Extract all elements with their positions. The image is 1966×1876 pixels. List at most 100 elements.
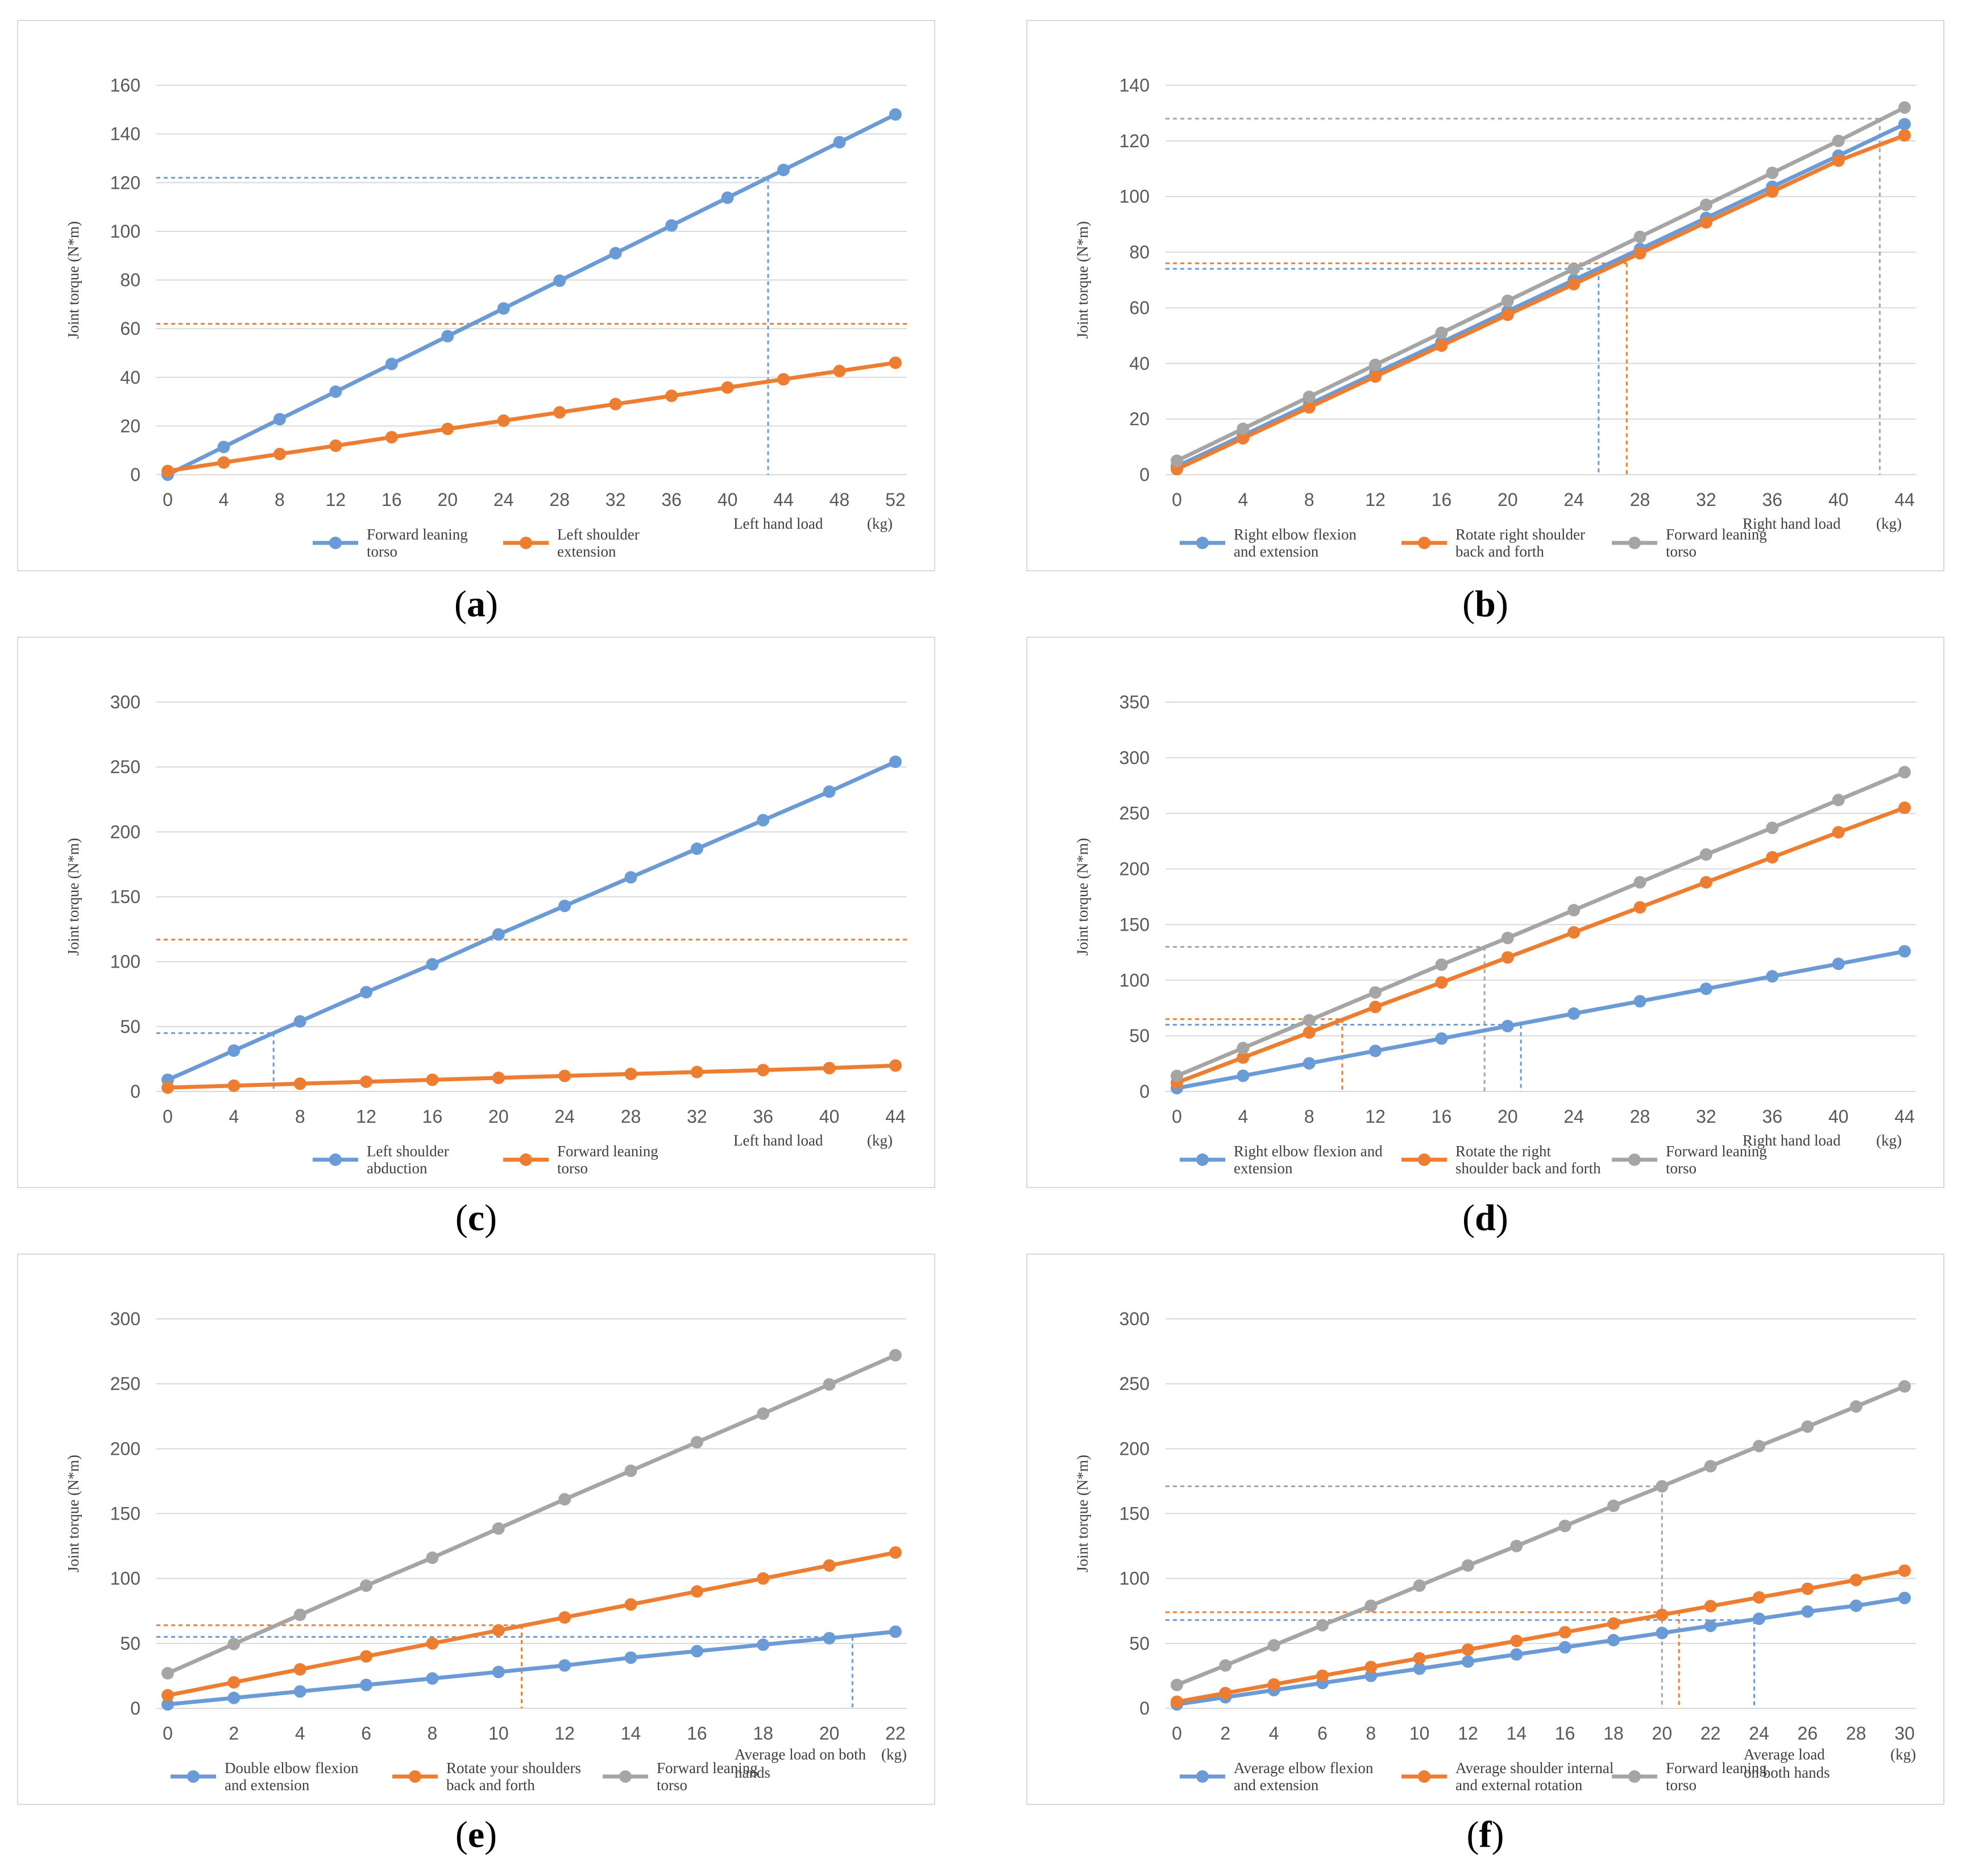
legend-label: Forward leaning torso bbox=[557, 1143, 658, 1177]
x-axis-unit: (kg) bbox=[1876, 515, 1902, 532]
x-axis-label: Average load on both hands bbox=[735, 1746, 866, 1781]
data-point-orange bbox=[441, 422, 454, 435]
data-point-orange bbox=[721, 381, 734, 394]
data-point-orange bbox=[1413, 1652, 1426, 1665]
y-axis-label: Joint torque (N*m) bbox=[1074, 221, 1091, 339]
data-point-orange bbox=[1656, 1608, 1669, 1621]
data-point-blue bbox=[553, 274, 566, 287]
x-axis-label: Left hand load bbox=[733, 515, 823, 532]
data-point-blue bbox=[1303, 1057, 1316, 1070]
x-axis-unit: (kg) bbox=[867, 515, 893, 532]
data-point-gray bbox=[690, 1435, 703, 1448]
y-axis-label: Joint torque (N*m) bbox=[65, 221, 82, 339]
x-tick-label: 24 bbox=[1749, 1723, 1769, 1744]
x-tick-label: 32 bbox=[605, 489, 626, 510]
data-point-blue bbox=[217, 441, 230, 454]
panel-label-c: (c) bbox=[455, 1197, 497, 1239]
data-point-orange bbox=[1435, 339, 1448, 352]
data-point-blue bbox=[690, 842, 703, 856]
data-point-gray bbox=[757, 1407, 770, 1420]
x-tick-label: 8 bbox=[428, 1723, 438, 1744]
data-point-orange bbox=[1267, 1678, 1280, 1691]
y-tick-label: 150 bbox=[1119, 1504, 1150, 1524]
y-tick-label: 250 bbox=[1119, 803, 1150, 824]
data-point-gray bbox=[1558, 1520, 1571, 1533]
x-tick-label: 4 bbox=[219, 489, 229, 510]
x-tick-label: 40 bbox=[1828, 1106, 1849, 1127]
x-tick-label: 32 bbox=[1696, 1106, 1716, 1127]
x-tick-label: 8 bbox=[1366, 1723, 1376, 1744]
data-point-blue bbox=[1898, 1591, 1911, 1604]
chart-frame bbox=[17, 637, 935, 1188]
data-point-blue bbox=[227, 1691, 240, 1704]
data-point-gray bbox=[1303, 391, 1316, 403]
y-tick-label: 100 bbox=[110, 221, 140, 242]
y-tick-label: 40 bbox=[120, 367, 140, 388]
panel-f: 0 50 100 150 200 250 300 0 2 4 6 8 10 12 14 16 18 20 22 24 2… bbox=[1026, 1254, 1944, 1856]
data-point-orange bbox=[1801, 1582, 1814, 1595]
legend-label: Average shoulder internal and external ro… bbox=[1455, 1759, 1614, 1794]
data-point-orange bbox=[1435, 976, 1448, 989]
data-point-orange bbox=[1607, 1617, 1620, 1630]
series-line-blue bbox=[1176, 122, 1906, 468]
legend-label: Forward leaning torso bbox=[1666, 526, 1767, 560]
data-point-gray bbox=[889, 1348, 902, 1362]
data-point-gray bbox=[1567, 262, 1581, 275]
data-point-orange bbox=[624, 1598, 637, 1611]
data-point-gray bbox=[558, 1493, 571, 1506]
data-point-orange bbox=[293, 1077, 306, 1090]
data-point-blue bbox=[293, 1685, 306, 1698]
data-point-gray bbox=[1898, 101, 1911, 114]
x-tick-label: 6 bbox=[361, 1723, 371, 1744]
y-tick-label: 200 bbox=[110, 821, 140, 842]
x-tick-label: 20 bbox=[1652, 1723, 1673, 1744]
data-point-gray bbox=[426, 1551, 439, 1564]
data-point-orange bbox=[757, 1064, 770, 1077]
x-tick-label: 8 bbox=[1304, 1106, 1314, 1127]
data-point-gray bbox=[1567, 903, 1581, 916]
x-axis-label: Right hand load bbox=[1743, 1132, 1841, 1149]
y-tick-label: 50 bbox=[120, 1633, 140, 1654]
legend-swatch-marker bbox=[619, 1770, 632, 1783]
x-tick-label: 28 bbox=[1630, 489, 1650, 510]
data-point-blue bbox=[1501, 1019, 1514, 1032]
y-tick-label: 150 bbox=[110, 1504, 140, 1524]
x-tick-label: 2 bbox=[229, 1723, 239, 1744]
x-tick-label: 16 bbox=[1555, 1723, 1575, 1744]
data-point-orange bbox=[1898, 801, 1911, 814]
data-point-orange bbox=[426, 1073, 439, 1086]
data-point-orange bbox=[161, 1081, 174, 1094]
y-tick-label: 250 bbox=[110, 757, 140, 777]
data-point-blue bbox=[833, 136, 846, 149]
x-tick-label: 44 bbox=[773, 489, 794, 510]
data-point-orange bbox=[823, 1559, 836, 1572]
data-point-blue bbox=[441, 330, 454, 343]
data-point-orange bbox=[1558, 1626, 1571, 1639]
data-point-orange bbox=[1501, 308, 1514, 321]
data-point-blue bbox=[558, 1659, 571, 1672]
y-tick-label: 300 bbox=[110, 1309, 140, 1329]
x-tick-label: 20 bbox=[819, 1723, 840, 1744]
x-tick-label: 8 bbox=[275, 489, 285, 510]
data-point-blue bbox=[329, 385, 342, 399]
data-point-blue bbox=[1237, 1069, 1250, 1082]
x-tick-label: 16 bbox=[1432, 1106, 1452, 1127]
legend-swatch-marker bbox=[187, 1770, 200, 1783]
data-point-orange bbox=[1753, 1591, 1765, 1604]
y-tick-label: 300 bbox=[1119, 1309, 1150, 1329]
data-point-orange bbox=[492, 1072, 505, 1085]
x-tick-label: 28 bbox=[1630, 1106, 1650, 1127]
x-tick-label: 44 bbox=[1894, 1106, 1915, 1127]
series-line-blue bbox=[167, 759, 897, 1082]
data-point-orange bbox=[665, 389, 678, 402]
chart-c: 0 50 100 150 200 250 300 0 4 8 12 16 20 24 28 32 36 40 44 J… bbox=[65, 692, 907, 1177]
data-point-orange bbox=[1898, 1564, 1911, 1577]
data-point-gray bbox=[1237, 1041, 1250, 1055]
data-point-gray bbox=[1501, 931, 1514, 944]
y-tick-label: 200 bbox=[110, 1438, 140, 1459]
x-tick-label: 22 bbox=[885, 1723, 906, 1744]
x-tick-label: 0 bbox=[1172, 489, 1182, 510]
data-point-blue bbox=[161, 1698, 174, 1711]
y-tick-label: 250 bbox=[110, 1373, 140, 1394]
y-tick-label: 20 bbox=[120, 416, 140, 436]
